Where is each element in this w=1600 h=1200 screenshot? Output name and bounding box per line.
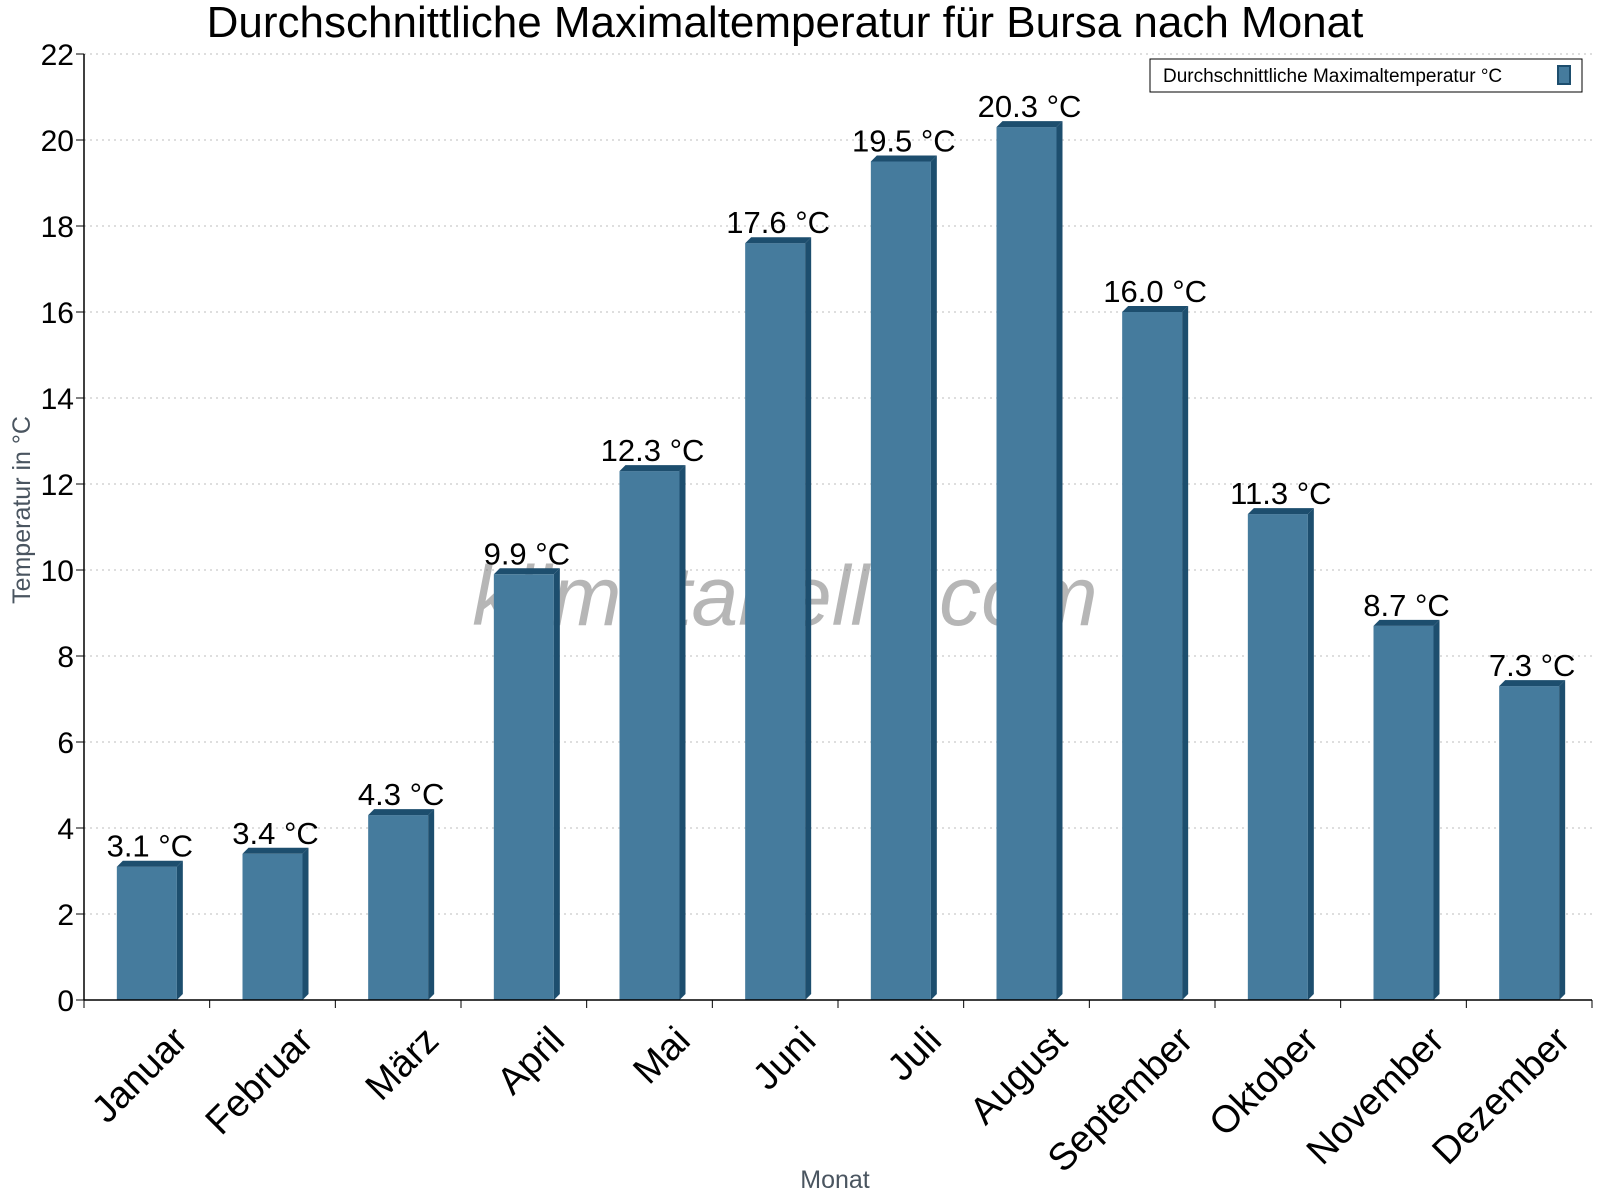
bar-front — [619, 471, 680, 1001]
x-tick-label: Juli — [880, 1019, 950, 1089]
bar-top — [745, 237, 812, 244]
bar-side — [1182, 306, 1189, 1000]
axes — [83, 54, 1592, 1001]
bar — [1499, 680, 1566, 1000]
x-tick-label: Februar — [198, 1019, 322, 1143]
bar-top — [116, 860, 183, 867]
y-axis-ticks: 0 2 4 6 8 10 12 14 16 18 20 22 — [41, 39, 84, 1018]
bar — [242, 847, 309, 1000]
y-tick-label: 22 — [41, 39, 74, 72]
y-tick-label: 6 — [57, 727, 74, 760]
data-label: 16.0 °C — [1103, 274, 1207, 309]
data-label: 8.7 °C — [1363, 588, 1450, 623]
x-tick-label: November — [1299, 1019, 1453, 1173]
y-tick-label: 0 — [57, 985, 74, 1018]
y-tick-label: 12 — [41, 469, 74, 502]
bar — [1122, 306, 1189, 1000]
bar-top — [368, 809, 435, 816]
x-tick-label: Mai — [626, 1019, 699, 1092]
data-label: 3.1 °C — [107, 829, 194, 864]
bar-front — [1373, 625, 1434, 1000]
x-tick-label: April — [489, 1019, 572, 1102]
y-tick-label: 16 — [41, 297, 74, 330]
bar-front — [1247, 514, 1308, 1000]
bar-side — [1433, 619, 1440, 1000]
bar-top — [1373, 619, 1440, 626]
bar — [1247, 508, 1314, 1000]
bar — [870, 155, 937, 1000]
bar-side — [1056, 121, 1063, 1001]
x-tick-label: März — [358, 1019, 447, 1108]
data-label: 7.3 °C — [1489, 648, 1576, 683]
legend-swatch — [1557, 65, 1571, 85]
chart-title: Durchschnittliche Maximaltemperatur für … — [207, 0, 1364, 47]
bar-top — [242, 847, 309, 854]
y-tick-label: 2 — [57, 899, 74, 932]
y-tick-label: 4 — [57, 813, 74, 846]
bar-side — [1559, 680, 1566, 1000]
bar-top — [1122, 306, 1189, 312]
legend-box — [1149, 58, 1583, 93]
data-label: 12.3 °C — [601, 433, 705, 468]
y-tick-label: 14 — [41, 383, 74, 416]
data-label: 11.3 °C — [1230, 476, 1331, 511]
data-label: 20.3 °C — [978, 89, 1082, 124]
bar-top — [1247, 508, 1314, 515]
bar — [996, 121, 1063, 1001]
data-label: 4.3 °C — [358, 777, 445, 812]
bar-top — [1499, 680, 1566, 687]
bar-side — [176, 860, 183, 1000]
bar-front — [996, 127, 1057, 1001]
x-axis-label: Monat — [800, 1166, 870, 1194]
x-tick-label: Juni — [745, 1019, 824, 1098]
legend: Durchschnittliche Maximaltemperatur °C — [1149, 58, 1583, 93]
bar-top — [493, 568, 560, 575]
data-label: 9.9 °C — [484, 536, 571, 571]
bar — [493, 568, 560, 1000]
bar-side — [553, 568, 560, 1000]
bars — [116, 121, 1566, 1001]
y-tick-label: 10 — [41, 555, 74, 588]
bar-front — [493, 574, 554, 1000]
x-tick-label: Januar — [84, 1019, 196, 1131]
bar-side — [1307, 508, 1314, 1000]
y-tick-label: 8 — [57, 641, 74, 674]
y-tick-label: 20 — [41, 125, 74, 158]
bar — [116, 860, 183, 1000]
bar-top — [870, 155, 937, 162]
bar-front — [870, 161, 931, 1000]
bar — [619, 465, 686, 1001]
bar-front — [368, 815, 429, 1000]
grid-lines — [84, 53, 1592, 915]
bar-front — [242, 853, 303, 1000]
bar — [1373, 619, 1440, 1000]
bar-top — [619, 465, 686, 472]
data-label: 17.6 °C — [726, 205, 830, 240]
bar-side — [805, 237, 812, 1000]
y-tick-label: 18 — [41, 211, 74, 244]
x-axis-ticks: Januar Februar März April Mai Juni Juli AugustS… — [83, 1000, 1593, 1180]
bar-front — [116, 866, 177, 1000]
bar-side — [679, 465, 686, 1001]
data-labels: 3.1 °C 3.4 °C 4.3 °C 9.9 °C 12.3 °C 17.6 °C 19… — [107, 89, 1576, 864]
data-label: 3.4 °C — [232, 816, 319, 851]
legend-label: Durchschnittliche Maximaltemperatur °C — [1163, 66, 1502, 87]
bar-front — [745, 243, 806, 1000]
bar-side — [428, 809, 435, 1000]
bar — [368, 809, 435, 1000]
bar-front — [1499, 686, 1560, 1000]
data-label: 19.5 °C — [852, 124, 956, 159]
bar-front — [1122, 312, 1183, 1000]
x-tick-label: Oktober — [1202, 1019, 1328, 1145]
y-axis-label: Temperatur in °C — [8, 416, 36, 604]
bar-side — [302, 847, 309, 1000]
bar — [745, 237, 812, 1000]
x-tick-label: August — [962, 1019, 1076, 1133]
bar-side — [930, 155, 937, 1000]
bar-top — [996, 121, 1063, 128]
x-tick-label: Dezember — [1425, 1019, 1579, 1173]
